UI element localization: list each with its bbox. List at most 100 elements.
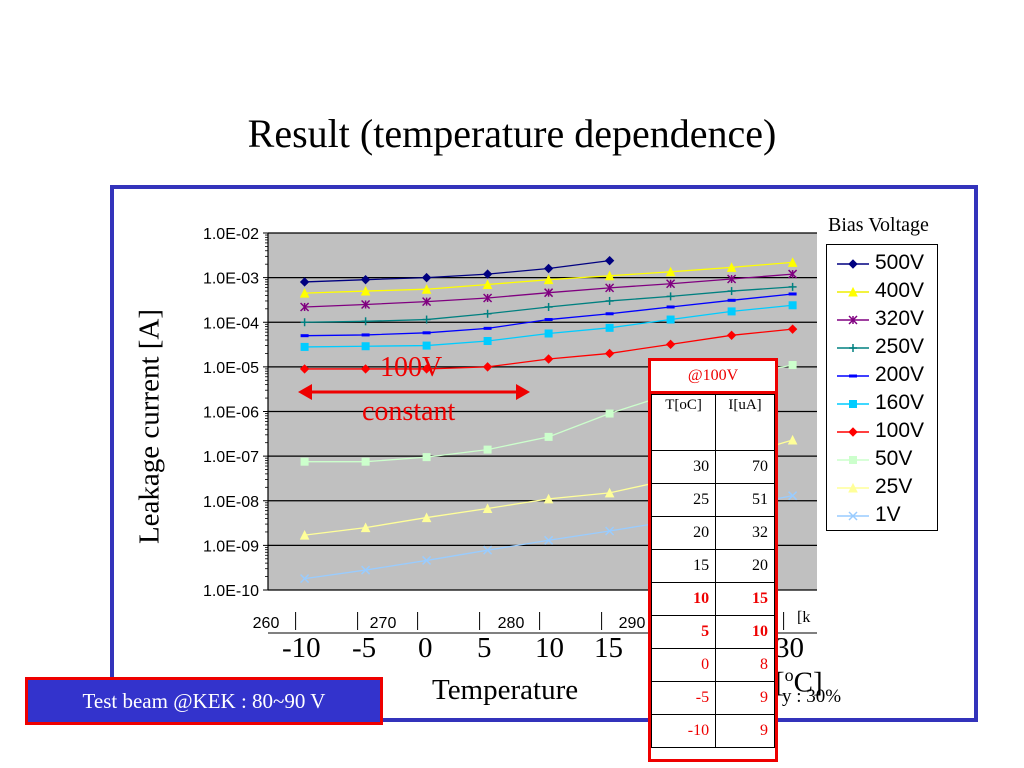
data-point (422, 555, 432, 565)
data-point (726, 330, 737, 341)
series-100V (299, 324, 798, 374)
data-point (361, 565, 371, 575)
data-point (544, 302, 553, 311)
table-header-current: I[uA] (715, 394, 775, 451)
legend-swatch (837, 427, 869, 437)
temperature-cell: -10 (650, 714, 717, 748)
data-point (482, 362, 493, 372)
temperature-cell: 5 (650, 615, 717, 649)
y-tick-label: 1.0E-04 (203, 315, 259, 332)
data-point (604, 255, 615, 266)
legend-item-25V: 25V (827, 475, 937, 503)
current-table: @100V T[oC] I[uA] 30 70 25 51 20 32 15 20 10 15 5 1… (648, 358, 778, 762)
y-tick-label: 1.0E-03 (203, 271, 259, 288)
data-point (360, 522, 371, 533)
data-point (300, 574, 310, 584)
x-kelvin-tick-label: 260 (253, 615, 280, 632)
legend-swatch (837, 344, 869, 352)
y-tick-label: 1.0E-05 (203, 360, 259, 377)
data-point (787, 434, 798, 445)
data-point (788, 361, 797, 370)
y-tick-label: 1.0E-02 (203, 226, 259, 243)
data-point (666, 305, 675, 309)
data-point (483, 337, 492, 346)
data-point (544, 318, 553, 322)
constant-arrow (298, 384, 530, 400)
x-kelvin-tick-label: 270 (370, 615, 397, 632)
data-point (300, 342, 309, 351)
table-row: 25 51 (650, 483, 775, 517)
x-celsius-tick-label: 30 [oC] (775, 632, 823, 699)
y-tick-label: 1.0E-07 (203, 449, 259, 466)
x-celsius-tick-label: 5 (477, 632, 492, 664)
series-250V (300, 282, 797, 327)
legend-label: 500V (875, 251, 925, 274)
table-row: 30 70 (650, 450, 775, 484)
data-point (604, 348, 615, 359)
annotation-100v: 100V (380, 352, 443, 383)
current-cell: 9 (715, 681, 775, 715)
data-point (849, 400, 857, 408)
data-point (848, 427, 858, 437)
data-point (544, 288, 554, 298)
data-point (665, 266, 676, 277)
data-point (543, 354, 554, 364)
data-point (605, 323, 614, 332)
data-point (787, 257, 798, 267)
series-400V (299, 257, 798, 298)
temperature-cell: 10 (650, 582, 717, 616)
current-cell: 20 (715, 549, 775, 583)
data-point (605, 526, 615, 536)
data-point (360, 274, 371, 285)
data-point (848, 286, 858, 297)
data-point (299, 277, 310, 287)
table-header-row: T[oC] I[uA] (650, 394, 775, 451)
table-header-temperature: T[oC] (650, 394, 717, 451)
table-row: 10 15 (650, 582, 775, 616)
legend-label: 400V (875, 279, 925, 302)
data-point (848, 482, 858, 493)
data-point (849, 344, 857, 352)
legend-swatch (837, 259, 869, 269)
data-point (544, 329, 553, 338)
data-point (544, 432, 553, 441)
y-tick-label: 1.0E-09 (203, 538, 259, 555)
current-cell: 9 (715, 714, 775, 748)
legend-item-500V: 500V (827, 251, 937, 279)
series-200V (300, 292, 797, 338)
table-title: @100V (651, 361, 775, 394)
data-point (361, 457, 370, 466)
chart-frame (110, 185, 978, 722)
current-cell: 70 (715, 450, 775, 484)
data-point (422, 331, 431, 335)
temperature-cell: -5 (650, 681, 717, 715)
data-point (361, 333, 370, 337)
data-point (727, 298, 736, 302)
table-row: 15 20 (650, 549, 775, 583)
temperature-cell: 15 (650, 549, 717, 583)
legend-swatch (837, 456, 869, 464)
series-500V (299, 255, 615, 287)
data-point (544, 535, 554, 545)
current-cell: 15 (715, 582, 775, 616)
data-point (422, 315, 431, 324)
data-point (604, 270, 615, 281)
temperature-cell: 30 (650, 450, 717, 484)
x-axis-title: Temperature (432, 674, 579, 706)
test-beam-badge: Test beam @KEK : 80~90 V (25, 677, 383, 725)
legend-swatch (837, 511, 869, 521)
data-point (727, 307, 736, 316)
data-point (299, 529, 310, 540)
legend-label: 320V (875, 307, 925, 330)
data-point (300, 302, 310, 312)
legend-item-50V: 50V (827, 447, 937, 475)
legend-item-200V: 200V (827, 363, 937, 391)
data-point (483, 445, 492, 454)
data-point (421, 272, 432, 283)
data-point (482, 279, 493, 290)
data-point (543, 274, 554, 285)
data-point (483, 545, 493, 555)
legend-item-320V: 320V (827, 307, 937, 335)
data-point (360, 285, 371, 296)
data-point (483, 309, 492, 318)
